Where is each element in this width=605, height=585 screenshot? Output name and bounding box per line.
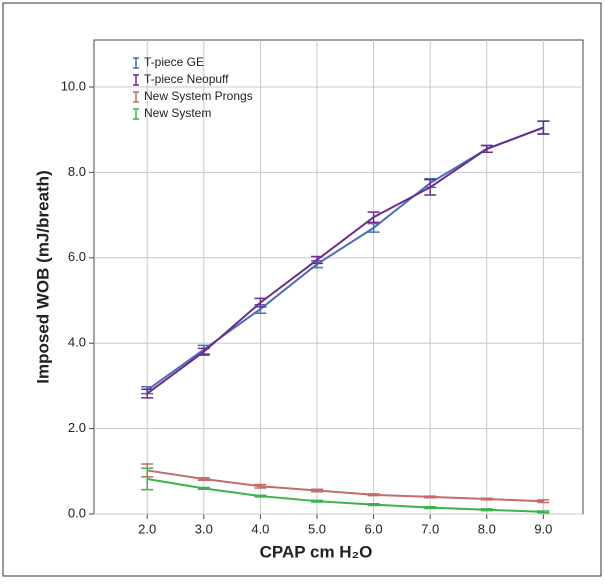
error-bar — [424, 505, 437, 510]
legend-label: T-piece GE — [144, 55, 204, 69]
x-tick-label: 4.0 — [251, 521, 269, 536]
error-bar — [537, 120, 550, 135]
legend-label: T-piece Neopuff — [144, 72, 229, 86]
series-line — [147, 477, 544, 513]
error-bar — [367, 493, 380, 497]
y-tick-label: 4.0 — [68, 335, 86, 350]
x-tick-label: 2.0 — [138, 521, 156, 536]
x-axis-label: CPAP cm H₂O — [260, 542, 373, 561]
legend-label: New System Prongs — [144, 89, 253, 103]
error-bar — [424, 495, 437, 499]
error-bar — [141, 467, 154, 491]
error-bar — [367, 222, 380, 233]
legend-swatch — [133, 91, 139, 103]
y-tick-label: 2.0 — [68, 420, 86, 435]
error-bar — [537, 510, 550, 514]
y-tick-label: 8.0 — [68, 164, 86, 179]
error-bar — [197, 347, 210, 356]
error-bar — [424, 178, 437, 196]
error-bar — [480, 144, 493, 154]
series-line — [147, 469, 544, 503]
error-bar — [310, 499, 323, 503]
plot-area — [93, 39, 584, 515]
error-bar — [537, 499, 550, 504]
x-tick-label: 9.0 — [534, 521, 552, 536]
y-tick-label: 10.0 — [61, 78, 86, 93]
legend-swatch — [133, 57, 139, 69]
series-line — [146, 126, 544, 395]
error-bar — [310, 255, 323, 265]
x-tick-label: 5.0 — [308, 521, 326, 536]
x-tick-label: 7.0 — [421, 521, 439, 536]
legend-label: New System — [144, 106, 211, 120]
error-bar — [254, 297, 267, 308]
legend-swatch — [133, 108, 139, 120]
error-bar — [367, 211, 380, 224]
y-tick-label: 6.0 — [68, 249, 86, 264]
x-tick-label: 6.0 — [365, 521, 383, 536]
error-bar — [254, 494, 267, 498]
error-bar — [197, 486, 210, 490]
error-bar — [480, 508, 493, 512]
x-tick-label: 3.0 — [195, 521, 213, 536]
error-bar — [141, 388, 154, 399]
error-bar — [480, 497, 493, 501]
error-bar — [254, 483, 267, 489]
error-bar — [197, 476, 210, 482]
error-bar — [367, 503, 380, 507]
x-tick-label: 8.0 — [478, 521, 496, 536]
y-tick-label: 0.0 — [68, 505, 86, 520]
y-axis-label: Imposed WOB (mJ/breath) — [33, 170, 52, 383]
error-bar — [310, 488, 323, 493]
legend-swatch — [133, 74, 139, 86]
